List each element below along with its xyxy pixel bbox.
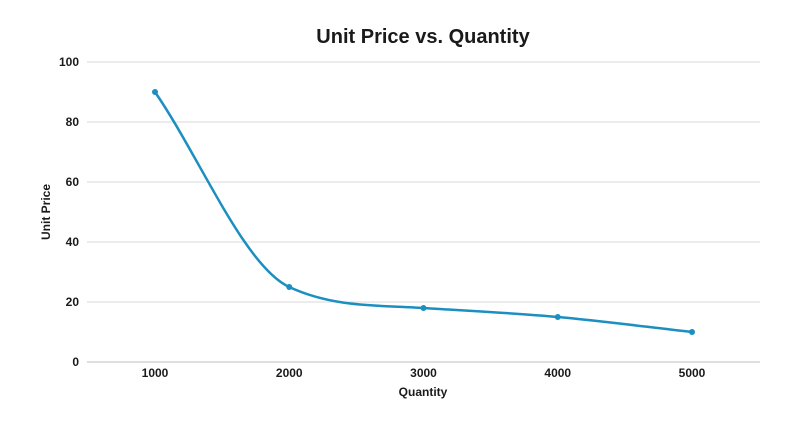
x-axis-tick-labels: 1000 2000 3000 4000 5000 <box>142 366 706 380</box>
series-line <box>153 90 694 334</box>
series-group <box>152 89 695 335</box>
x-tick-label: 1000 <box>142 366 169 380</box>
data-point <box>286 284 293 290</box>
y-tick-label: 40 <box>66 235 80 249</box>
y-tick-label: 20 <box>66 295 80 309</box>
y-axis-tick-labels: 0 20 40 60 80 100 <box>59 55 79 369</box>
data-point <box>152 89 158 95</box>
y-axis-title: Unit Price <box>39 184 53 240</box>
x-tick-label: 5000 <box>679 366 706 380</box>
data-point <box>554 314 561 320</box>
chart-title: Unit Price vs. Quantity <box>316 26 530 48</box>
data-point <box>420 305 427 311</box>
x-tick-label: 4000 <box>544 366 571 380</box>
y-tick-label: 60 <box>66 175 80 189</box>
x-axis-title: Quantity <box>399 385 448 399</box>
x-tick-label: 3000 <box>410 366 437 380</box>
gridlines <box>87 61 760 363</box>
x-tick-label: 2000 <box>276 366 303 380</box>
y-tick-label: 100 <box>59 55 79 69</box>
data-point <box>689 329 695 335</box>
y-tick-label: 0 <box>72 355 79 369</box>
y-tick-label: 80 <box>66 115 80 129</box>
